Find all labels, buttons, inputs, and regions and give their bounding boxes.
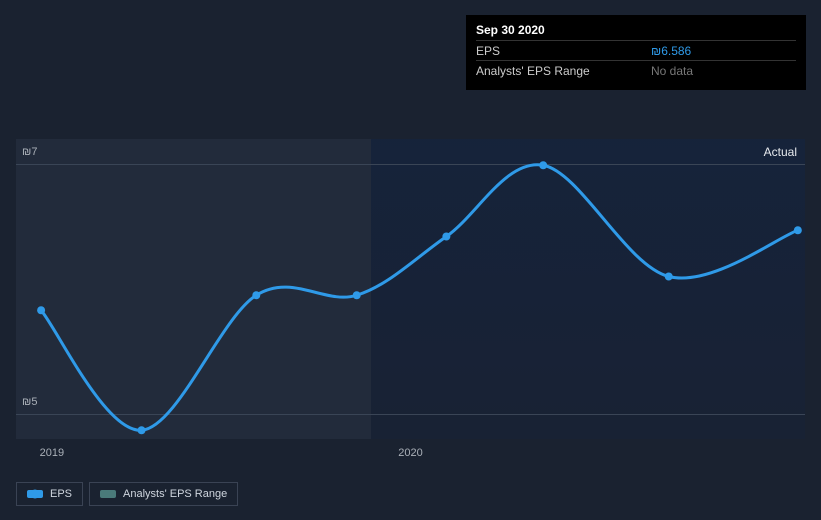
eps-data-point[interactable]	[252, 291, 260, 299]
eps-data-point[interactable]	[353, 291, 361, 299]
eps-line	[41, 165, 798, 431]
legend-item-eps[interactable]: EPS	[16, 482, 83, 506]
eps-data-point[interactable]	[665, 273, 673, 281]
eps-data-point[interactable]	[794, 226, 802, 234]
eps-data-point[interactable]	[138, 426, 146, 434]
chart-tooltip: Sep 30 2020 EPS ₪6.586 Analysts' EPS Ran…	[466, 15, 806, 90]
legend-swatch-eps	[27, 490, 43, 498]
tooltip-row-eps: EPS ₪6.586	[476, 40, 796, 60]
tooltip-value-nodata: No data	[651, 64, 796, 78]
legend-label: EPS	[50, 488, 72, 500]
legend-label: Analysts' EPS Range	[123, 488, 227, 500]
legend-item-range[interactable]: Analysts' EPS Range	[89, 482, 238, 506]
tooltip-date: Sep 30 2020	[476, 23, 796, 40]
legend-swatch-range	[100, 490, 116, 498]
tooltip-label: Analysts' EPS Range	[476, 64, 590, 78]
tooltip-label: EPS	[476, 44, 500, 58]
eps-data-point[interactable]	[37, 306, 45, 314]
eps-data-point[interactable]	[442, 233, 450, 241]
eps-data-point[interactable]	[539, 161, 547, 169]
chart-container: ₪7₪5 20192020 Actual Sep 30 2020 EPS ₪6.…	[0, 0, 821, 520]
chart-legend: EPS Analysts' EPS Range	[16, 482, 238, 506]
tooltip-row-range: Analysts' EPS Range No data	[476, 60, 796, 80]
tooltip-value-eps: ₪6.586	[651, 44, 796, 58]
